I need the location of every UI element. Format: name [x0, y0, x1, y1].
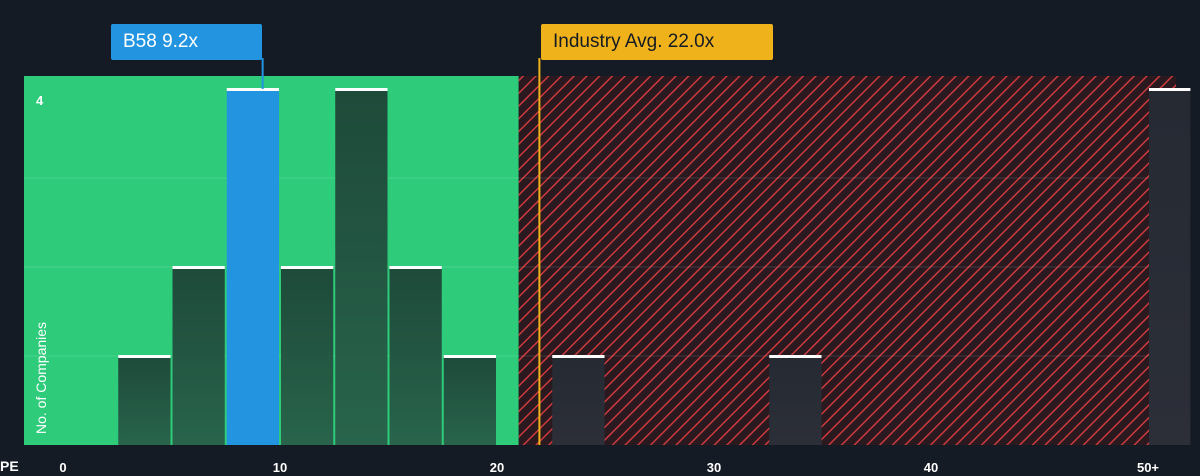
x-tick-label: 30 — [707, 460, 721, 475]
histogram-bar — [118, 356, 171, 445]
histogram-bar — [172, 267, 225, 445]
bar-top-cap — [443, 355, 496, 358]
x-tick-label: 40 — [924, 460, 938, 475]
y-tick-label: 4 — [36, 93, 44, 108]
histogram-bar — [552, 356, 605, 445]
bar-top-cap — [281, 266, 334, 269]
overvalued-zone — [518, 76, 1176, 445]
histogram-bar — [335, 89, 388, 445]
histogram-bar — [443, 356, 496, 445]
histogram-bar — [769, 356, 822, 445]
bar-top-cap — [1149, 88, 1191, 91]
histogram-bar — [1149, 89, 1191, 445]
histogram-bar — [389, 267, 442, 445]
bar-top-cap — [226, 88, 279, 91]
x-axis-title: PE — [0, 458, 19, 474]
histogram-bar — [281, 267, 334, 445]
y-axis-title: No. of Companies — [33, 322, 49, 434]
bar-top-cap — [335, 88, 388, 91]
x-axis-ticks: 0 10 20 30 40 50+ — [59, 460, 1159, 475]
bar-top-cap — [552, 355, 605, 358]
company-bar — [226, 89, 279, 445]
company-pe-callout: B58 9.2x — [111, 24, 262, 60]
bar-top-cap — [118, 355, 171, 358]
bar-top-cap — [769, 355, 822, 358]
x-tick-label: 10 — [273, 460, 287, 475]
bar-top-cap — [172, 266, 225, 269]
bars-group — [118, 88, 1191, 445]
x-tick-label: 50+ — [1137, 460, 1159, 475]
industry-avg-callout: Industry Avg. 22.0x — [541, 24, 773, 60]
x-tick-label: 20 — [490, 460, 504, 475]
y-axis-ticks: 4 — [36, 93, 44, 108]
x-tick-label: 0 — [59, 460, 66, 475]
bar-top-cap — [389, 266, 442, 269]
